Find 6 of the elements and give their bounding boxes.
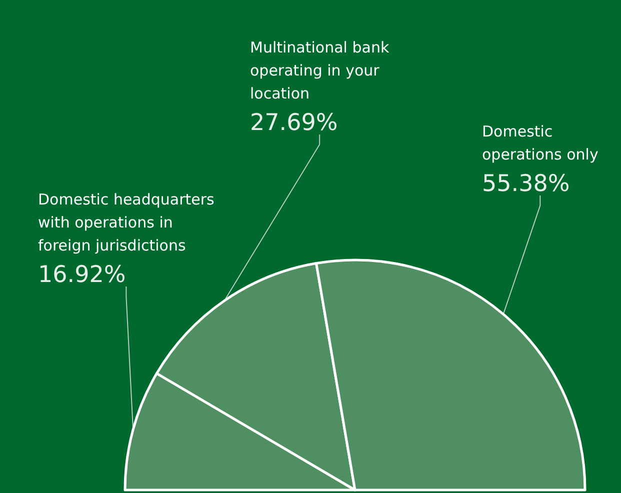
data-label: 27.69% xyxy=(250,110,338,136)
data-label: 16.92% xyxy=(38,262,126,288)
slice-label: Domestic operations only xyxy=(482,122,598,164)
slice-label: Domestic headquarters with operations in foreign jurisdictions xyxy=(38,190,215,254)
data-label: 55.38% xyxy=(482,171,570,197)
slice-label: Multinational bank operating in your location xyxy=(250,38,390,102)
